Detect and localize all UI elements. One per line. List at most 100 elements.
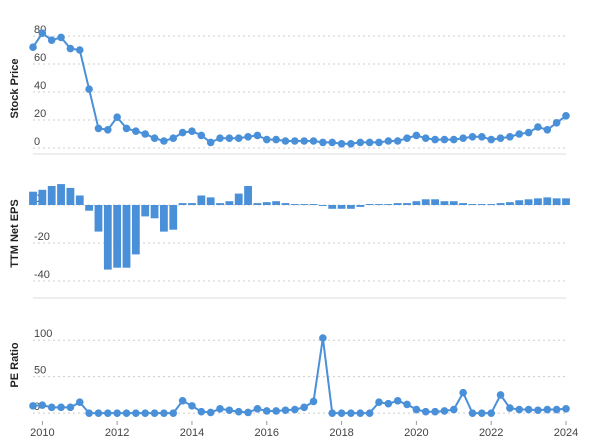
bar	[375, 204, 383, 205]
point	[309, 397, 318, 406]
point	[75, 398, 84, 407]
bar	[206, 197, 215, 205]
bar	[47, 186, 56, 205]
bar	[75, 195, 84, 205]
bar	[29, 191, 37, 205]
bar	[225, 201, 234, 205]
bar	[337, 205, 346, 209]
bar	[356, 205, 365, 207]
point	[262, 407, 271, 415]
point	[132, 127, 140, 135]
y-tick-label: -40	[34, 269, 50, 281]
y-tick-label: 0	[34, 401, 40, 413]
point	[113, 409, 121, 417]
bar	[131, 205, 140, 255]
point	[478, 409, 486, 417]
point	[562, 112, 570, 120]
point	[94, 409, 103, 417]
point	[440, 135, 449, 144]
point	[543, 405, 552, 414]
point	[216, 404, 224, 413]
point	[141, 130, 150, 138]
bar	[552, 198, 561, 205]
point	[534, 406, 542, 415]
point	[281, 406, 290, 415]
point	[272, 407, 280, 415]
point	[478, 133, 486, 141]
bar	[384, 204, 393, 205]
bar	[487, 204, 496, 205]
point	[132, 409, 140, 417]
bar	[94, 205, 103, 232]
bar	[412, 201, 421, 205]
bar	[160, 205, 168, 232]
bar	[543, 197, 552, 205]
point	[356, 409, 365, 417]
bar	[515, 200, 524, 205]
point	[244, 408, 252, 417]
point	[141, 409, 150, 417]
point	[66, 44, 75, 53]
bar	[347, 205, 355, 209]
y-axis-title: PE Ratio	[9, 342, 21, 388]
bar	[113, 205, 122, 268]
line	[32, 31, 567, 145]
point	[347, 409, 355, 417]
point	[188, 402, 196, 410]
bar	[477, 204, 486, 205]
point	[160, 409, 168, 417]
bar	[300, 204, 309, 205]
point	[375, 138, 383, 147]
bar	[440, 201, 449, 205]
x-tick-label: 2014	[180, 427, 204, 439]
bar	[66, 187, 75, 205]
point	[337, 140, 346, 148]
bar	[122, 205, 131, 268]
bar	[253, 203, 262, 205]
bar	[421, 199, 430, 205]
point	[515, 405, 524, 414]
bar	[85, 205, 94, 211]
point	[365, 409, 374, 417]
point	[206, 138, 215, 147]
bar	[524, 199, 533, 205]
bar	[178, 203, 187, 205]
y-tick-label: 0	[34, 136, 40, 148]
point	[431, 135, 439, 144]
point	[291, 137, 299, 145]
point	[440, 407, 449, 415]
point	[216, 134, 224, 142]
point	[515, 130, 524, 138]
bar	[169, 205, 178, 230]
x-tick-label: 2022	[479, 427, 503, 439]
bar	[431, 199, 439, 205]
point	[75, 46, 84, 54]
y-tick-label: 50	[34, 365, 46, 377]
point	[534, 123, 542, 131]
bar	[505, 202, 514, 205]
point	[178, 396, 187, 405]
bar	[393, 203, 402, 205]
point	[300, 403, 308, 412]
x-tick-label: 2018	[329, 427, 353, 439]
point	[57, 33, 65, 42]
point	[169, 409, 178, 417]
x-tick-label: 2016	[255, 427, 279, 439]
bar	[216, 203, 224, 205]
bar	[234, 193, 243, 205]
point	[347, 140, 355, 148]
point	[150, 134, 159, 142]
line	[32, 337, 567, 415]
point	[94, 124, 103, 133]
point	[487, 409, 495, 417]
bar	[38, 189, 47, 205]
point	[169, 134, 178, 142]
y-tick-label: -20	[34, 231, 50, 243]
point	[552, 405, 561, 414]
y-tick-label: 100	[34, 328, 52, 340]
point	[253, 131, 262, 140]
bar	[290, 204, 299, 205]
point	[104, 126, 112, 134]
bar	[103, 205, 112, 270]
x-tick-label: 2012	[105, 427, 129, 439]
